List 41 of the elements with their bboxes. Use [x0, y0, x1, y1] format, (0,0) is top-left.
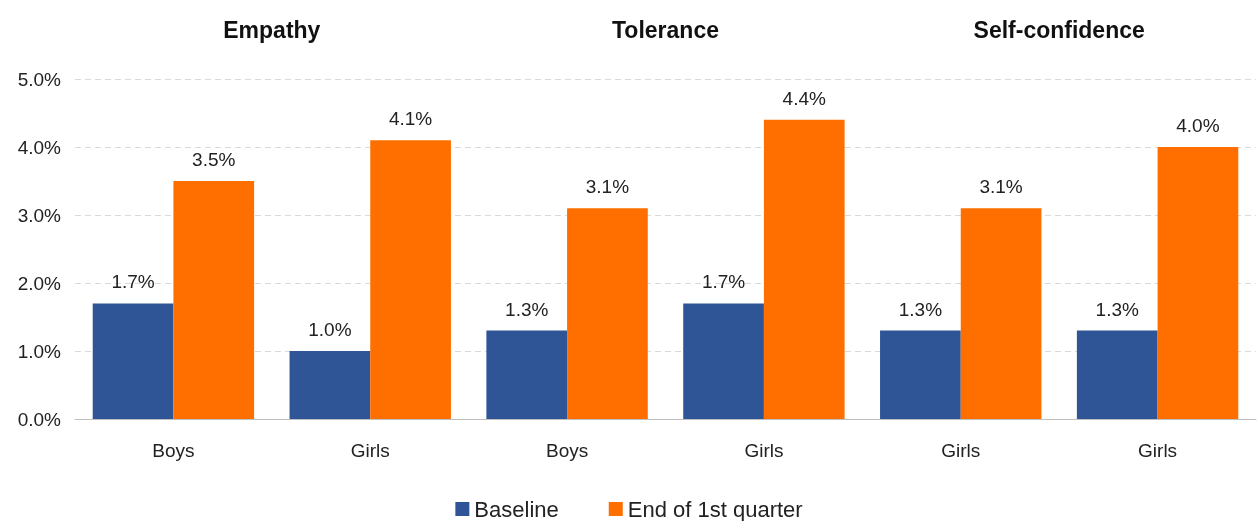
y-tick-label: 1.0%	[17, 340, 62, 362]
x-tick-label: Girls	[350, 440, 390, 461]
data-label: 1.0%	[308, 319, 352, 340]
bar	[763, 119, 845, 419]
x-tick-label: Girls	[1138, 440, 1178, 461]
y-tick-label: 3.0%	[17, 204, 62, 226]
data-label: 1.3%	[505, 298, 549, 320]
y-tick-label: 5.0%	[17, 68, 62, 90]
x-tick-label: Girls	[744, 440, 784, 461]
text: Tolerance	[612, 17, 719, 43]
y-tick-label: 4.0%	[17, 136, 62, 158]
data-label: 1.3%	[898, 298, 943, 320]
y-tick-label: 2.0%	[17, 272, 62, 294]
legend-label: End of 1st quarter	[627, 496, 803, 521]
data-label: 1.7%	[701, 271, 746, 293]
bar	[1157, 147, 1239, 419]
text: Self-confidence	[973, 17, 1145, 43]
data-label: 3.1%	[979, 176, 1023, 198]
x-tick-label: Boys	[545, 440, 589, 461]
text: Empathy	[223, 17, 321, 43]
bar	[960, 208, 1042, 419]
data-label: 4.0%	[1176, 115, 1220, 136]
data-label: 1.7%	[111, 271, 155, 293]
x-tick-label: Girls	[941, 440, 981, 461]
data-label: 3.5%	[192, 149, 236, 170]
data-label: 4.4%	[782, 87, 827, 109]
bar	[370, 140, 451, 419]
bar	[880, 330, 961, 419]
bar	[173, 181, 255, 419]
data-label: 4.1%	[388, 108, 433, 130]
x-tick-label: Boys	[152, 440, 195, 461]
bar	[92, 303, 174, 419]
bar	[567, 208, 648, 419]
data-label: 3.1%	[585, 176, 630, 198]
legend-label: Baseline	[474, 496, 559, 521]
y-tick-label: 0.0%	[17, 408, 62, 430]
bar	[289, 351, 371, 419]
bar	[486, 330, 568, 419]
bar	[683, 303, 764, 419]
data-label: 1.3%	[1095, 298, 1139, 320]
bar	[1076, 330, 1158, 419]
